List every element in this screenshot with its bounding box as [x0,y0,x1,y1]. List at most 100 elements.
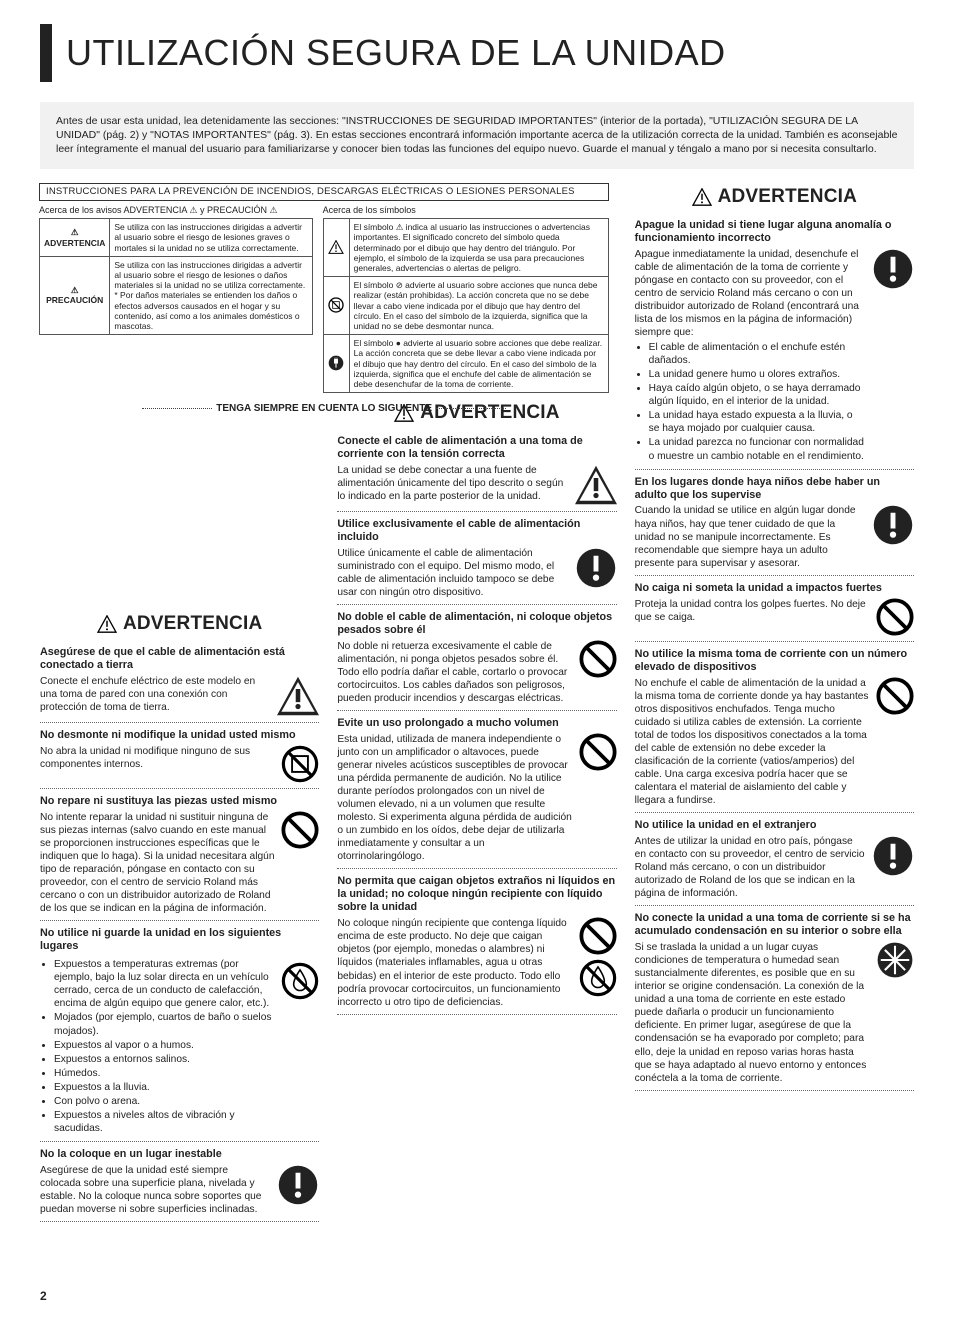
precaucion-label: ⚠ PRECAUCIÓN [40,256,110,334]
right-table-title: Acerca de los símbolos [323,205,610,217]
section-title: No utilice la misma toma de corriente co… [635,648,914,674]
section-title: No la coloque en un lugar inestable [40,1148,319,1161]
precaucion-def: Se utiliza con las instrucciones dirigid… [110,256,312,334]
mandatory-symbol-cell [323,335,349,393]
list-item: Húmedos. [54,1067,275,1080]
snowflake-icon [876,941,914,979]
section-text: No coloque ningún recipiente que conteng… [337,917,572,1008]
section-text: Antes de utilizar la unidad en otro país… [635,835,866,900]
section-condensation: No conecte la unidad a una toma de corri… [635,912,914,1084]
section-text: Utilice únicamente el cable de alimentac… [337,547,568,599]
section-ground-cable: Asegúrese de que el cable de alimentació… [40,646,319,717]
prohibit-symbol-def: El símbolo ⊘ advierte al usuario sobre a… [349,277,609,335]
mandatory-icon [872,504,914,546]
list-item: Expuestos a temperaturas extremas (por e… [54,958,275,1010]
section-text: Proteja la unidad contra los golpes fuer… [635,598,870,624]
prohibit-icon [876,598,914,636]
section-title: No conecte la unidad a una toma de corri… [635,912,914,938]
section-title: No utilice la unidad en el extranjero [635,819,914,832]
prohibit-icon [281,811,319,849]
section-text: No enchufe el cable de alimentación de l… [635,677,870,807]
list-item: Expuestos a entornos salinos. [54,1053,275,1066]
section-title: Asegúrese de que el cable de alimentació… [40,646,319,672]
section-title: En los lugares donde haya niños debe hab… [635,476,914,502]
no-disassemble-icon [281,745,319,783]
list-item: Expuestos a la lluvia. [54,1081,275,1094]
list-item: Expuestos a niveles altos de vibración y… [54,1109,275,1135]
section-text: Apague inmediatamente la unidad, desench… [635,249,859,338]
warning-triangle-icon [97,615,117,633]
page-number: 2 [40,1289,47,1304]
mandatory-icon [277,1164,319,1206]
definition-tables: Acerca de los avisos ADVERTENCIA ⚠ y PRE… [39,205,609,393]
section-no-disassemble: No desmonte ni modifique la unidad usted… [40,729,319,783]
triangle-symbol-cell [323,219,349,277]
section-title: No utilice ni guarde la unidad en los si… [40,927,319,953]
section-text: La unidad se debe conectar a una fuente … [337,464,568,503]
section-foreign-objects: No permita que caigan objetos extraños n… [337,875,616,1008]
triangle-symbol-def: El símbolo ⚠ indica al usuario las instr… [349,219,609,277]
warning-header-col3: ADVERTENCIA [635,185,914,209]
list-item: La unidad haya estado expuesta a la lluv… [649,409,866,435]
mandatory-symbol-def: El símbolo ● advierte al usuario sobre a… [349,335,609,393]
section-title: No repare ni sustituya las piezas usted … [40,795,319,808]
prohibit-icon [579,733,617,771]
list-item: La unidad genere humo u olores extraños. [649,368,866,381]
section-text: No doble ni retuerza excesivamente el ca… [337,640,572,705]
always-observe-divider: TENGA SIEMPRE EN CUENTA LO SIGUIENTE [39,403,609,416]
warning-triangle-icon [692,188,712,206]
prohibit-icon [876,677,914,715]
section-title: Apague la unidad si tiene lugar alguna a… [635,219,914,245]
section-included-cable: Utilice exclusivamente el cable de alime… [337,518,616,599]
instructions-header-bar: INSTRUCCIONES PARA LA PREVENCIÓN DE INCE… [39,183,609,201]
section-no-bend-cable: No doble el cable de alimentación, ni co… [337,611,616,705]
list-item: Mojados (por ejemplo, cuartos de baño o … [54,1011,275,1037]
advertencia-label: ⚠ ADVERTENCIA [40,219,110,257]
section-outlet-overload: No utilice la misma toma de corriente co… [635,648,914,807]
page-title: UTILIZACIÓN SEGURA DE LA UNIDAD [40,24,914,82]
section-title: Conecte el cable de alimentación a una t… [337,435,616,461]
locations-list: Expuestos a temperaturas extremas (por e… [40,958,275,1135]
section-locations: No utilice ni guarde la unidad en los si… [40,927,319,1136]
prohibit-icon [579,640,617,678]
list-item: La unidad parezca no funcionar con norma… [649,436,866,462]
section-no-repair: No repare ni sustituya las piezas usted … [40,795,319,915]
advertencia-def: Se utiliza con las instrucciones dirigid… [110,219,312,257]
section-volume: Evite un uso prolongado a mucho volumen … [337,717,616,863]
anomaly-list: El cable de alimentación o el enchufe es… [635,341,866,462]
section-text: Asegúrese de que la unidad esté siempre … [40,1164,271,1216]
section-title: No permita que caigan objetos extraños n… [337,875,616,914]
mandatory-icon [575,547,617,589]
column-1: INSTRUCCIONES PARA LA PREVENCIÓN DE INCE… [40,183,319,1228]
section-children: En los lugares donde haya niños debe hab… [635,476,914,570]
section-no-drop: No caiga ni someta la unidad a impactos … [635,582,914,636]
section-title: No desmonte ni modifique la unidad usted… [40,729,319,742]
section-title: Evite un uso prolongado a mucho volumen [337,717,616,730]
no-wet-icon [579,959,617,997]
warning-header-col1: ADVERTENCIA [40,612,319,636]
left-table-title: Acerca de los avisos ADVERTENCIA ⚠ y PRE… [39,205,313,217]
section-text: Esta unidad, utilizada de manera indepen… [337,733,572,863]
section-unstable: No la coloque en un lugar inestable Aseg… [40,1148,319,1216]
section-text: Conecte el enchufe eléctrico de este mod… [40,675,271,714]
warning-icon [575,464,617,506]
column-3: ADVERTENCIA Apague la unidad si tiene lu… [635,183,914,1228]
section-foreign-country: No utilice la unidad en el extranjero An… [635,819,914,900]
warning-icon [277,675,319,717]
prohibit-symbol-cell [323,277,349,335]
section-title: No doble el cable de alimentación, ni co… [337,611,616,637]
mandatory-icon [872,835,914,877]
list-item: Haya caído algún objeto, o se haya derra… [649,382,866,408]
list-item: Expuestos al vapor o a humos. [54,1039,275,1052]
no-wet-icon [281,962,319,1000]
section-title: Utilice exclusivamente el cable de alime… [337,518,616,544]
section-correct-voltage: Conecte el cable de alimentación a una t… [337,435,616,506]
section-anomaly: Apague la unidad si tiene lugar alguna a… [635,219,914,464]
symbols-table: El símbolo ⚠ indica al usuario las instr… [323,218,610,393]
warning-precaution-table: ⚠ ADVERTENCIA Se utiliza con las instruc… [39,218,313,335]
prohibit-icon [579,917,617,955]
mandatory-icon [872,248,914,290]
section-text: Cuando la unidad se utilice en algún lug… [635,504,866,569]
list-item: Con polvo o arena. [54,1095,275,1108]
section-title: No caiga ni someta la unidad a impactos … [635,582,914,595]
